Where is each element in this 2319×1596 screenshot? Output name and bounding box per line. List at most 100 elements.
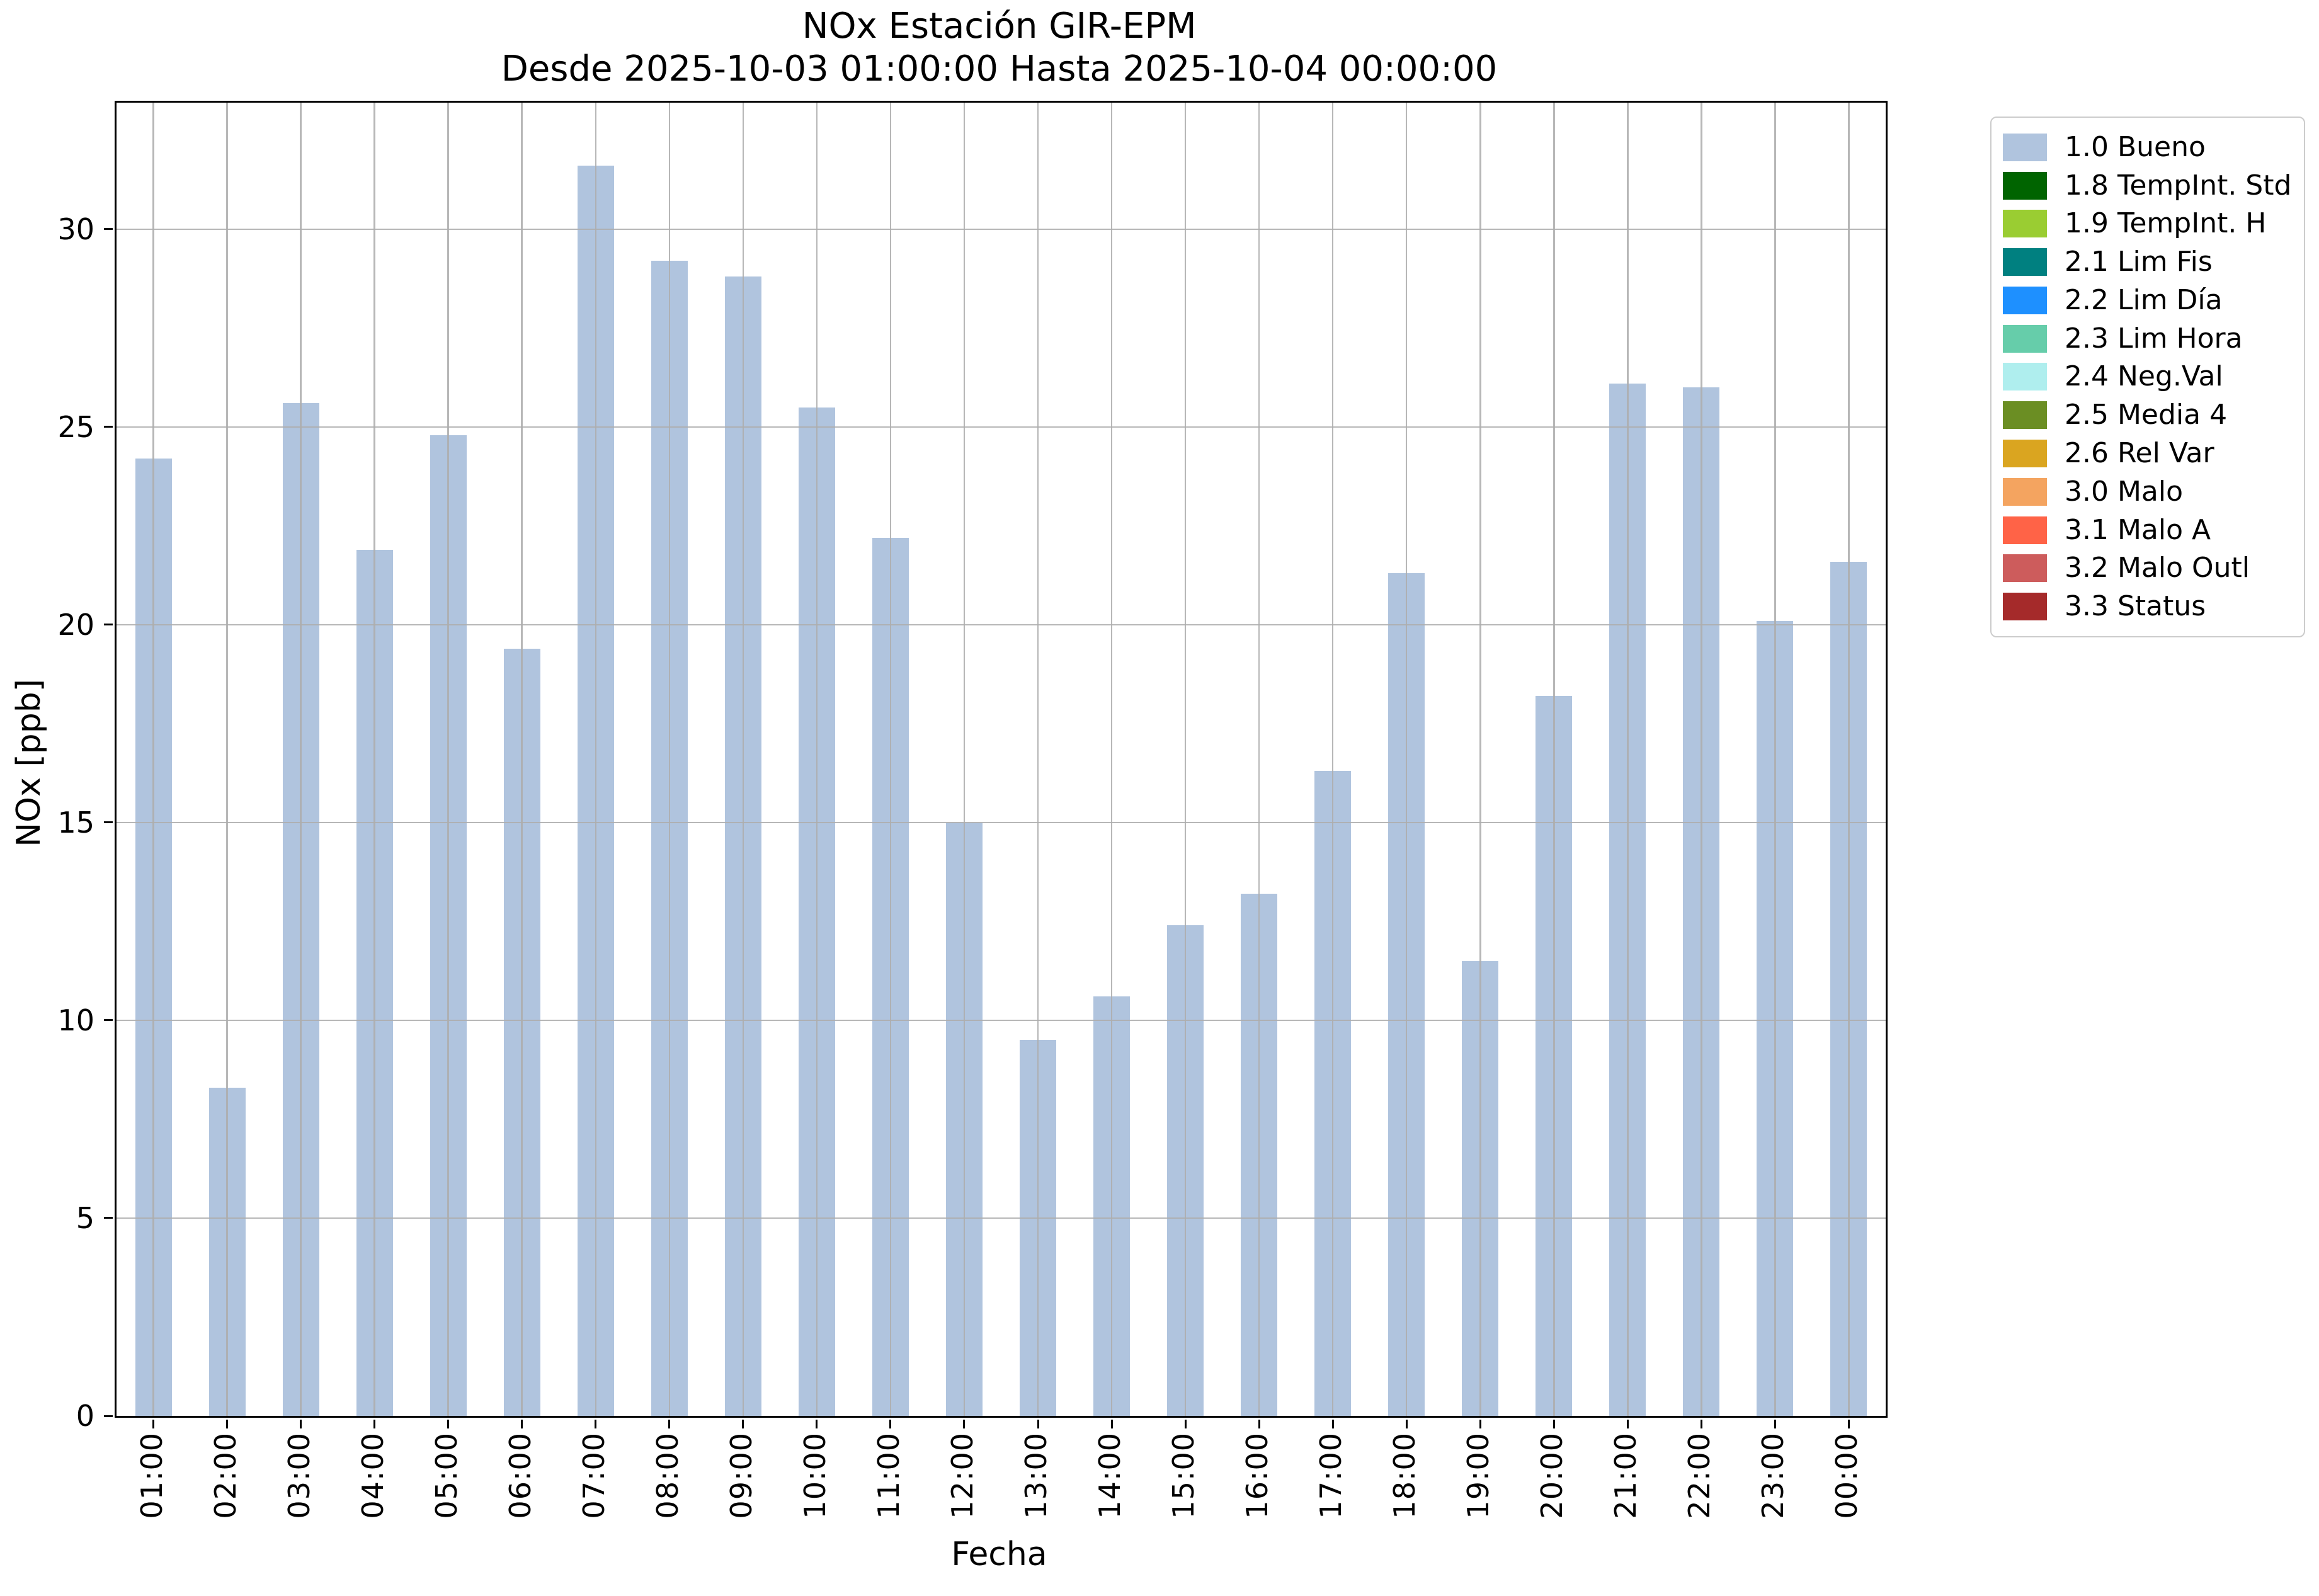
x-tick: [595, 1420, 597, 1428]
x-gridline: [447, 103, 449, 1416]
x-tick: [1184, 1420, 1187, 1428]
legend-label: 2.2 Lim Día: [2065, 283, 2223, 316]
plot-area: 01:00 02:00 03:00 04:00 05:00 06:00 07:00 08:00…: [57, 101, 1888, 1519]
x-tick-label: 17:00: [1314, 1432, 1348, 1519]
x-tick-label: 01:00: [134, 1432, 169, 1519]
x-gridline: [300, 103, 302, 1416]
legend-label: 2.1 Lim Fis: [2065, 246, 2213, 278]
x-tick: [1553, 1420, 1555, 1428]
legend-swatch: [2003, 133, 2047, 161]
y-tick-label: 5: [76, 1200, 94, 1235]
x-gridline: [742, 103, 744, 1416]
legend-swatch: [2003, 440, 2047, 468]
legend: 1.0 Bueno 1.8 TempInt. Std 1.9 TempInt. H 2…: [1990, 117, 2305, 637]
x-gridline: [1331, 103, 1334, 1416]
x-tick: [742, 1420, 744, 1428]
x-tick-label: 18:00: [1387, 1432, 1422, 1519]
x-gridline: [595, 103, 597, 1416]
y-tick: [104, 1217, 113, 1219]
x-tick: [1037, 1420, 1039, 1428]
legend-label: 1.9 TempInt. H: [2065, 207, 2267, 240]
legend-swatch: [2003, 363, 2047, 391]
x-gridline: [1258, 103, 1260, 1416]
legend-item: 2.6 Rel Var: [2003, 438, 2304, 469]
legend-label: 3.3 Status: [2065, 590, 2206, 623]
x-gridline: [521, 103, 523, 1416]
legend-item: 1.8 TempInt. Std: [2003, 169, 2304, 202]
x-gridline: [1627, 103, 1629, 1416]
x-gridline: [1405, 103, 1408, 1416]
x-tick-label: 10:00: [797, 1432, 832, 1519]
y-gridline: [117, 1019, 1886, 1022]
legend-item: 3.3 Status: [2003, 591, 2304, 622]
legend-swatch: [2003, 593, 2047, 621]
x-tick-label: 08:00: [650, 1432, 685, 1519]
x-gridline: [1110, 103, 1113, 1416]
y-tick: [104, 228, 113, 231]
legend-swatch: [2003, 401, 2047, 430]
y-gridline: [117, 228, 1886, 231]
x-tick: [816, 1420, 818, 1428]
x-gridline: [1701, 103, 1702, 1416]
y-tick: [104, 426, 113, 428]
x-tick-label: 12:00: [945, 1432, 979, 1519]
x-tick-label: 19:00: [1461, 1432, 1496, 1519]
x-tick: [300, 1420, 302, 1428]
legend-item: 2.2 Lim Día: [2003, 285, 2304, 316]
chart-title-line1: NOx Estación GIR-EPM: [802, 6, 1197, 47]
x-tick-label: 14:00: [1093, 1432, 1127, 1519]
y-gridline: [117, 1217, 1886, 1219]
y-tick: [104, 821, 113, 824]
legend-item: 2.3 Lim Hora: [2003, 322, 2304, 355]
x-tick-label: 02:00: [208, 1432, 242, 1519]
x-tick: [1405, 1420, 1408, 1428]
x-tick: [889, 1420, 892, 1428]
x-tick: [1258, 1420, 1260, 1428]
x-gridline: [1037, 103, 1039, 1416]
legend-label: 1.8 TempInt. Std: [2065, 169, 2292, 202]
x-gridline: [1848, 103, 1850, 1416]
legend-item: 1.9 TempInt. H: [2003, 208, 2304, 239]
y-gridline: [117, 624, 1886, 626]
x-tick: [1110, 1420, 1113, 1428]
legend-label: 3.0 Malo: [2065, 475, 2184, 508]
legend-item: 1.0 Bueno: [2003, 132, 2304, 162]
x-tick: [447, 1420, 450, 1428]
x-gridline: [226, 103, 228, 1416]
x-gridline: [1774, 103, 1776, 1416]
x-tick: [1626, 1420, 1629, 1428]
x-tick: [226, 1420, 229, 1428]
x-tick-label: 11:00: [871, 1432, 906, 1519]
x-tick: [1331, 1420, 1334, 1428]
legend-label: 3.1 Malo A: [2065, 513, 2211, 546]
y-tick-label: 25: [57, 409, 94, 444]
legend-swatch: [2003, 210, 2047, 238]
x-tick-label: 07:00: [576, 1432, 611, 1519]
x-tick: [668, 1420, 671, 1428]
x-tick-label: 04:00: [355, 1432, 390, 1519]
legend-label: 2.5 Media 4: [2065, 399, 2228, 431]
legend-item: 2.5 Media 4: [2003, 400, 2304, 430]
x-tick-label: 00:00: [1830, 1432, 1864, 1519]
x-tick-label: 21:00: [1609, 1432, 1643, 1519]
x-gridline: [963, 103, 966, 1416]
x-gridline: [373, 103, 375, 1416]
x-tick-label: 20:00: [1535, 1432, 1570, 1519]
x-gridline: [1479, 103, 1481, 1416]
x-tick-label: 22:00: [1682, 1432, 1717, 1519]
y-tick-label: 30: [57, 212, 94, 246]
y-tick: [104, 1019, 113, 1022]
x-gridline: [889, 103, 892, 1416]
legend-label: 2.3 Lim Hora: [2065, 322, 2243, 355]
x-gridline: [1184, 103, 1187, 1416]
x-gridline: [152, 103, 154, 1416]
y-tick-label: 0: [76, 1399, 94, 1433]
legend-item: 2.1 Lim Fis: [2003, 247, 2304, 277]
legend-swatch: [2003, 171, 2047, 200]
y-tick: [104, 624, 113, 626]
legend-label: 2.6 Rel Var: [2065, 437, 2214, 470]
y-gridline: [117, 821, 1886, 824]
y-tick-label: 20: [57, 607, 94, 642]
y-tick-label: 15: [57, 805, 94, 840]
